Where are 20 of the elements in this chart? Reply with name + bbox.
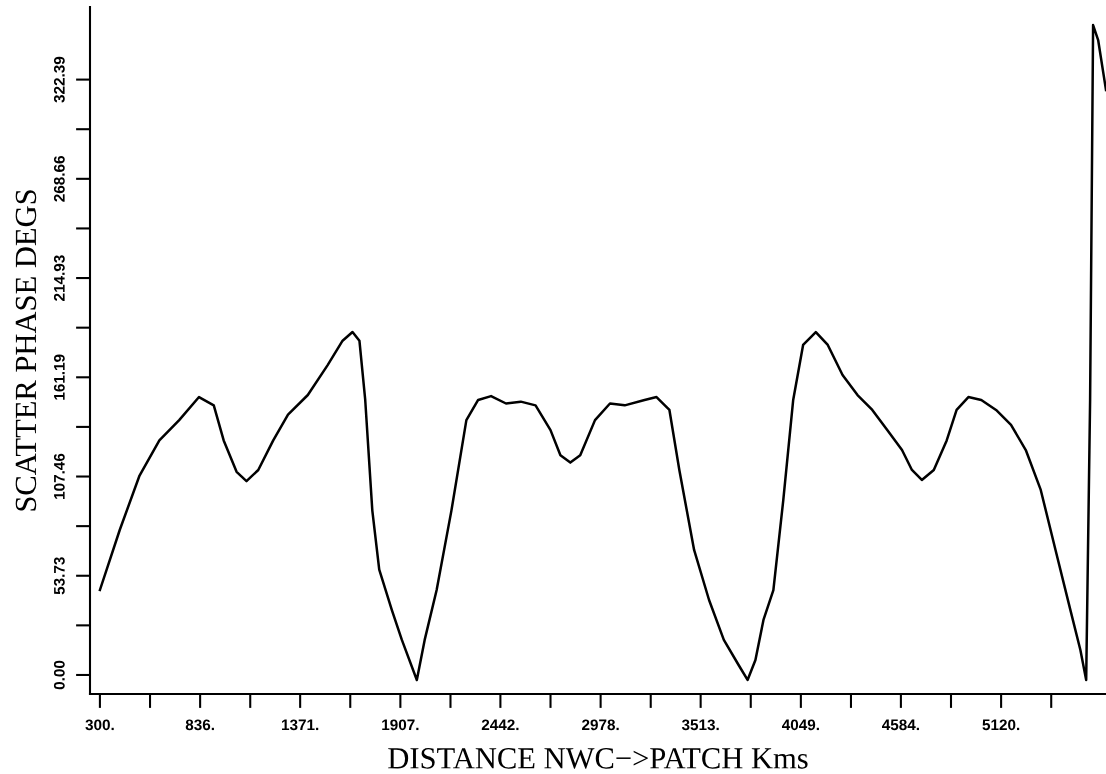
x-tick-label: 4049. xyxy=(781,719,819,731)
x-tick-label: 2442. xyxy=(481,719,519,731)
x-axis-title: DISTANCE NWC−>PATCH Kms xyxy=(388,748,808,769)
y-tick-label: 268.66 xyxy=(53,156,65,202)
y-tick-label: 214.93 xyxy=(53,255,65,301)
x-tick-label: 3513. xyxy=(681,719,719,731)
x-tick-label: 2978. xyxy=(582,719,619,731)
x-tick-label: 836. xyxy=(185,719,214,731)
y-tick-label: 322.39 xyxy=(53,56,65,103)
y-axis-title: SCATTER PHASE DEGS xyxy=(15,190,37,511)
y-tick-label: 0.00 xyxy=(53,660,65,690)
x-tick-label: 1907. xyxy=(382,719,419,731)
y-tick-label: 53.73 xyxy=(53,557,65,595)
y-tick-label: 161.19 xyxy=(53,354,65,400)
x-tick-label: 300. xyxy=(85,719,114,731)
line-series xyxy=(98,23,1106,682)
y-tick-label: 107.46 xyxy=(53,453,65,499)
x-tick-label: 4584. xyxy=(882,719,919,731)
x-tick-label: 1371. xyxy=(282,719,319,731)
x-tick-label: 5120. xyxy=(982,719,1020,731)
